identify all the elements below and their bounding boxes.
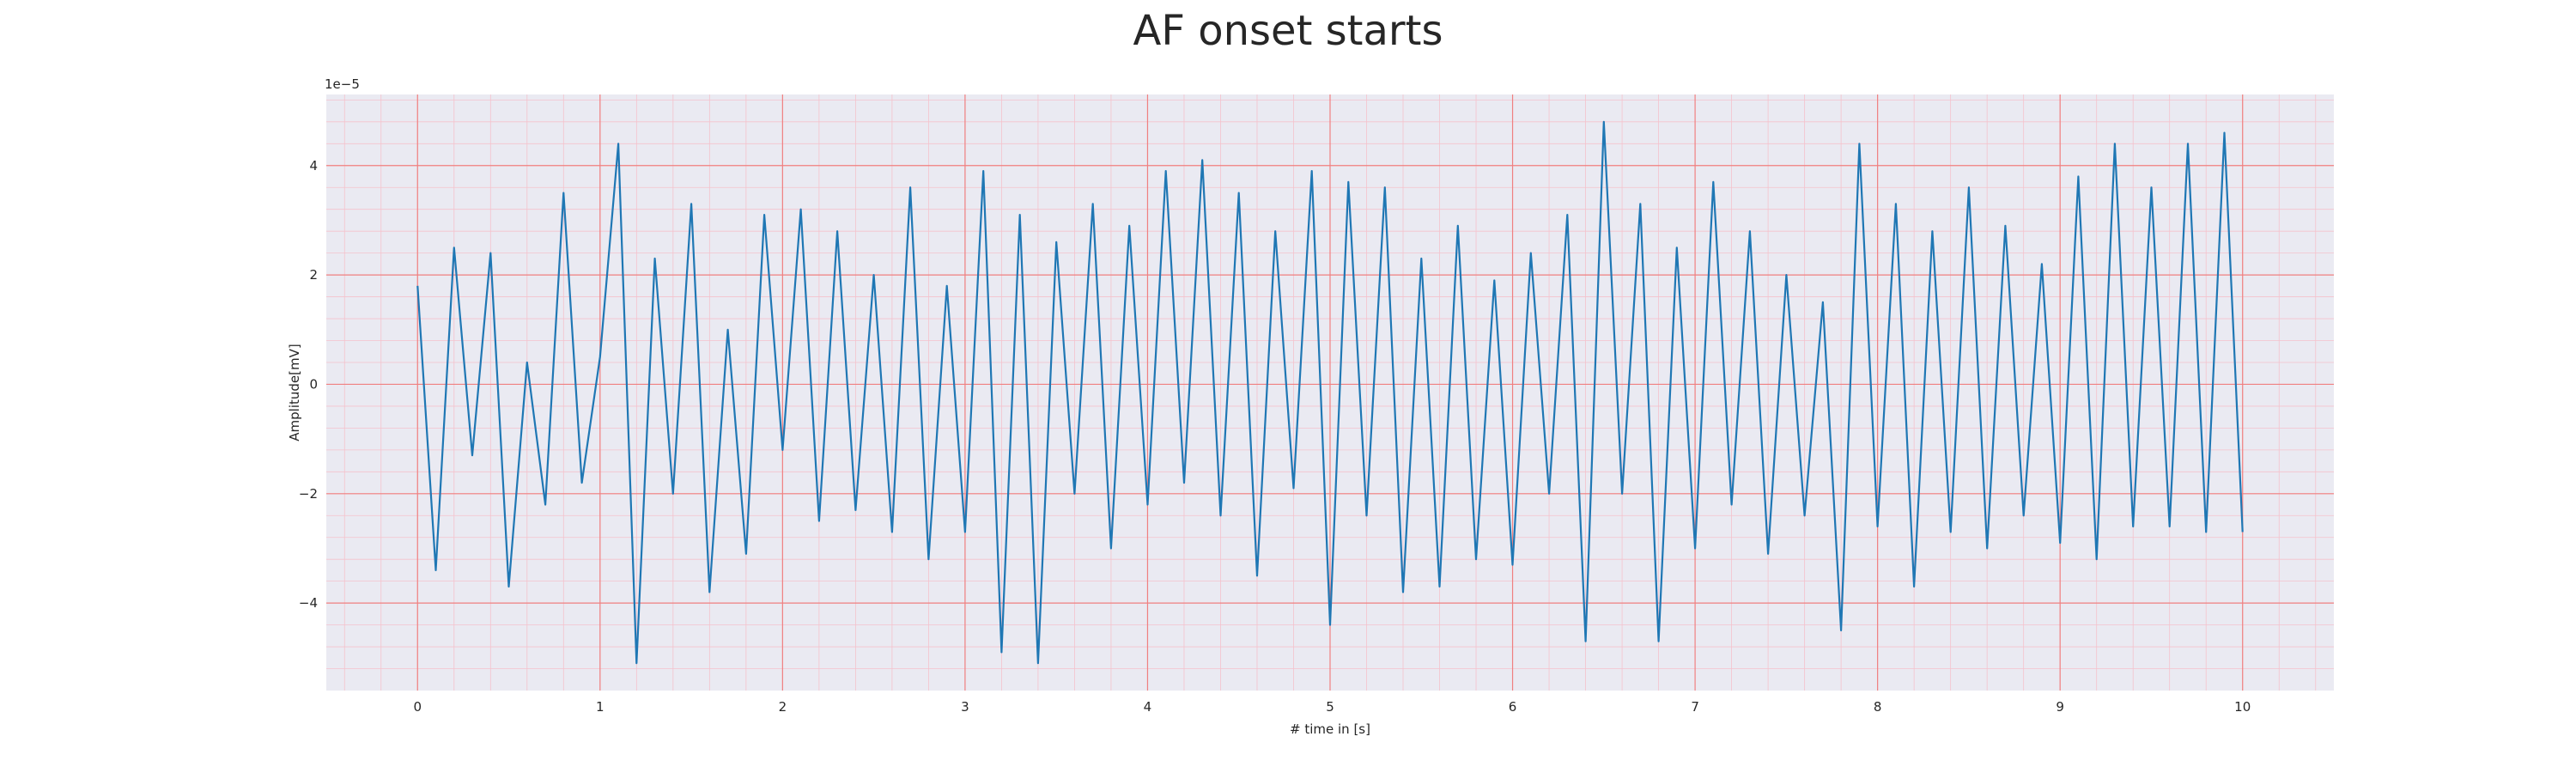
y-tick-label: 0 [309,376,318,392]
x-tick-label: 2 [779,699,787,715]
series-line [416,120,2244,665]
x-tick-label: 1 [596,699,605,715]
x-tick-label: 5 [1326,699,1334,715]
y-tick-label: −2 [299,486,318,502]
x-tick-label: 0 [413,699,422,715]
y-offset-label: 1e−5 [325,76,360,92]
y-tick-labels: −4 −2 0 2 4 [299,158,318,611]
x-tick-labels: 0 1 2 3 4 5 6 7 8 9 10 [413,699,2251,715]
chart-title: AF onset starts [1133,7,1443,55]
x-tick-label: 3 [961,699,969,715]
major-grid [326,94,2334,691]
x-tick-label: 8 [1874,699,1882,715]
x-tick-label: 4 [1144,699,1152,715]
x-axis-label: # time in [s] [1290,721,1370,737]
x-tick-label: 6 [1509,699,1517,715]
x-tick-label: 7 [1691,699,1699,715]
series-layer [416,120,2244,665]
y-axis-label: Amplitude[mV] [287,344,302,441]
y-tick-label: −4 [299,595,318,611]
y-tick-label: 2 [309,267,318,283]
x-tick-label: 9 [2056,699,2064,715]
x-tick-label: 10 [2234,699,2251,715]
y-tick-label: 4 [309,158,318,173]
